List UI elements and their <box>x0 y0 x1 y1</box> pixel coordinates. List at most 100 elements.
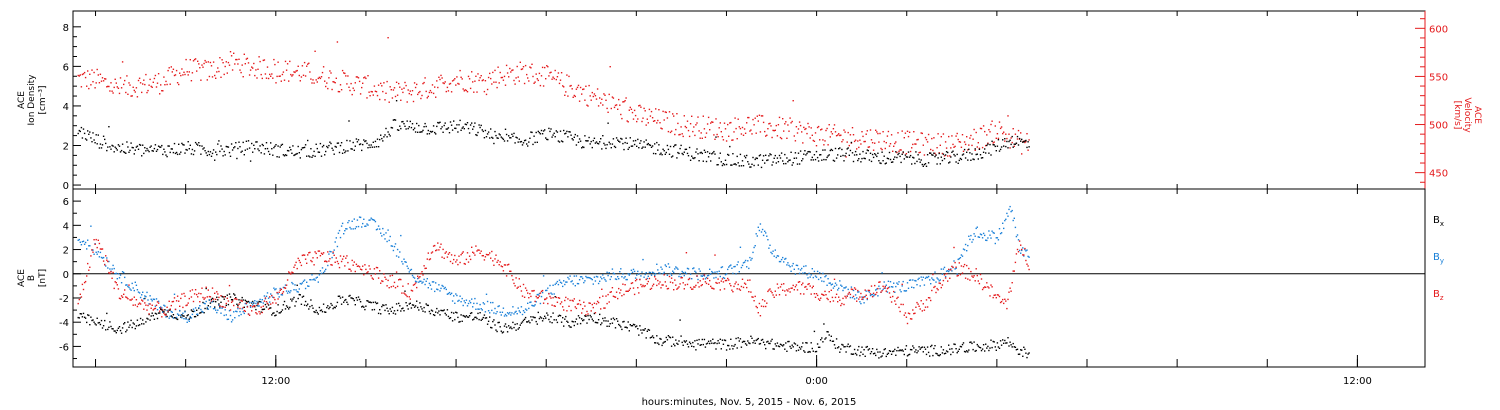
data-point-velocity <box>282 71 285 73</box>
data-point-bz <box>864 289 866 291</box>
data-point-bz <box>702 278 704 280</box>
data-point-bz <box>1017 251 1020 253</box>
data-point-bx <box>302 295 305 297</box>
data-point-by <box>242 311 244 313</box>
data-point-bz <box>241 300 243 302</box>
data-point-velocity <box>674 133 676 136</box>
data-point-velocity <box>266 66 269 68</box>
data-point-bz <box>773 296 775 298</box>
data-point-velocity <box>224 65 226 68</box>
data-point-bz <box>839 299 841 301</box>
data-point-by <box>649 271 652 274</box>
data-point-ion-density <box>562 141 564 143</box>
data-point-ion-density <box>516 137 518 139</box>
data-point-ion-density <box>539 133 542 135</box>
data-point-by <box>96 253 98 255</box>
data-point-ion-density <box>917 154 919 156</box>
data-point-velocity <box>876 131 878 133</box>
data-point-bx <box>403 310 405 312</box>
data-point-bx <box>892 350 894 353</box>
data-point-ion-density <box>192 153 195 156</box>
data-point-bx <box>998 347 1001 349</box>
data-point-by <box>971 241 973 243</box>
data-point-by <box>320 272 323 275</box>
data-point-bx <box>706 342 709 344</box>
data-point-bz <box>787 290 789 292</box>
data-point-by <box>462 304 464 307</box>
data-point-ion-density <box>951 151 953 153</box>
x-tick-label: 12:00 <box>261 376 290 387</box>
data-point-ion-density <box>774 154 776 157</box>
data-point-bx <box>740 346 743 348</box>
data-point-by <box>173 293 176 295</box>
data-point-velocity <box>705 132 708 134</box>
data-point-bx <box>362 305 364 307</box>
data-point-ion-density <box>343 149 345 151</box>
data-point-velocity <box>721 136 724 138</box>
data-point-bx <box>771 338 773 341</box>
data-point-bx <box>524 316 527 319</box>
data-point-velocity <box>271 73 273 75</box>
data-point-by <box>532 305 534 307</box>
data-point-ion-density <box>811 156 813 159</box>
data-point-by <box>936 277 938 279</box>
data-point-ion-density <box>267 150 270 153</box>
data-point-ion-density <box>391 127 394 129</box>
data-point-velocity <box>556 76 559 78</box>
data-point-by <box>137 291 140 293</box>
data-point-bz <box>294 264 296 266</box>
data-point-ion-density <box>482 130 484 133</box>
data-point-velocity <box>552 76 554 78</box>
data-point-bz <box>822 294 824 296</box>
data-point-ion-density <box>974 148 976 150</box>
data-point-bx <box>576 323 579 325</box>
data-point-ion-density <box>897 153 899 156</box>
data-point-bx <box>322 303 325 305</box>
data-point-bx <box>464 316 466 318</box>
data-point-by <box>130 289 132 291</box>
data-point-ion-density <box>1027 141 1029 143</box>
data-point-by <box>642 258 644 261</box>
data-point-bz <box>271 294 273 297</box>
data-point-bx <box>334 307 336 309</box>
data-point-ion-density <box>747 161 749 163</box>
data-point-velocity <box>324 80 326 82</box>
data-point-by <box>262 302 264 304</box>
data-point-by <box>694 270 696 272</box>
data-point-bz <box>192 300 195 303</box>
data-point-bz <box>869 293 872 295</box>
data-point-bz <box>890 301 893 303</box>
data-point-bx <box>829 339 831 342</box>
bottom-left-tick-label: -6 <box>59 342 69 353</box>
data-point-by <box>421 282 423 284</box>
data-point-bx <box>366 300 368 302</box>
data-point-bz <box>556 301 559 303</box>
data-point-bz <box>391 274 394 277</box>
data-point-bz <box>359 268 362 270</box>
data-point-ion-density <box>486 133 489 135</box>
data-point-bz <box>656 284 658 287</box>
data-point-bx <box>646 330 648 332</box>
data-point-velocity <box>467 75 470 78</box>
data-point-by <box>499 311 501 313</box>
data-point-by <box>317 281 319 283</box>
data-point-bz <box>386 285 388 287</box>
data-point-bx <box>394 313 397 315</box>
data-point-ion-density <box>330 142 332 145</box>
data-point-bz <box>703 274 706 276</box>
data-point-bx <box>814 351 817 353</box>
data-point-bz <box>306 262 308 264</box>
data-point-ion-density <box>669 145 672 148</box>
data-point-ion-density <box>174 152 177 155</box>
data-point-velocity <box>984 130 986 133</box>
data-point-velocity <box>493 81 495 83</box>
data-point-bz <box>311 260 313 263</box>
data-point-bz <box>1013 270 1015 272</box>
data-point-ion-density <box>911 163 913 165</box>
data-point-ion-density <box>222 155 224 157</box>
data-point-by <box>809 276 811 278</box>
data-point-by <box>302 280 305 282</box>
data-point-velocity <box>101 77 104 79</box>
data-point-bz <box>372 278 374 280</box>
data-point-ion-density <box>365 140 367 142</box>
